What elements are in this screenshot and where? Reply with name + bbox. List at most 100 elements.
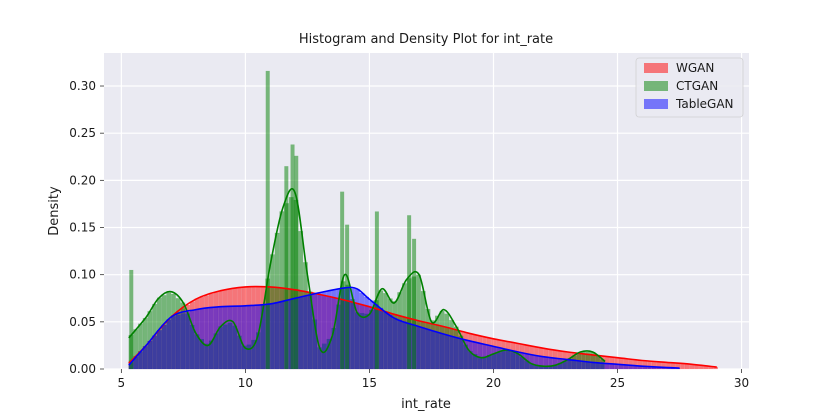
legend-label-wgan: WGAN — [676, 61, 714, 75]
histogram-bar-tablegan — [241, 305, 247, 370]
y-tick-label: 0.25 — [69, 126, 96, 140]
density-curve-tablegan — [128, 286, 680, 369]
histogram-bar-tablegan — [152, 335, 157, 370]
histogram-bar-tablegan — [416, 326, 421, 370]
histogram-bar-tablegan — [567, 359, 572, 370]
density-curves — [128, 187, 717, 369]
histogram-bar-tablegan — [171, 316, 176, 370]
histogram-bar-tablegan — [232, 306, 238, 370]
histogram-bar-ctgan — [412, 238, 417, 369]
y-tick-label: 0.30 — [69, 79, 96, 93]
histogram-bar-tablegan — [218, 306, 223, 370]
histogram-bar-tablegan — [175, 314, 181, 370]
legend: WGAN CTGAN TableGAN — [635, 57, 744, 118]
histogram-bar-tablegan — [576, 360, 582, 370]
histogram-bar-tablegan — [529, 354, 535, 370]
histogram-bar-tablegan — [477, 343, 483, 370]
y-tick-label: 0.05 — [69, 315, 96, 329]
histogram-bar-tablegan — [548, 357, 553, 370]
x-axis: 5 10 15 20 25 30 — [118, 369, 749, 390]
histogram-bar-tablegan — [501, 348, 506, 370]
histogram-bar-tablegan — [538, 356, 544, 370]
x-tick-label: 20 — [486, 376, 501, 390]
y-tick-label: 0.10 — [69, 268, 96, 282]
density-curve-ctgan — [128, 187, 606, 368]
histogram-bar-tablegan — [166, 319, 172, 370]
histogram-bar-tablegan — [317, 292, 322, 370]
histogram-bar-tablegan — [439, 333, 445, 370]
histogram-bar-tablegan — [491, 346, 497, 370]
histogram-bar-tablegan — [321, 291, 327, 370]
histogram-bar-tablegan — [298, 296, 304, 370]
histogram-bar-tablegan — [420, 327, 426, 370]
histogram-bar-tablegan — [581, 361, 586, 370]
legend-swatch-wgan — [644, 63, 668, 73]
histogram-bar-tablegan — [180, 313, 186, 370]
histogram-bar-tablegan — [326, 290, 332, 370]
histogram-bar-tablegan — [534, 355, 539, 370]
histogram-bar-tablegan — [279, 301, 285, 370]
histogram-bar-tablegan — [383, 311, 388, 370]
histogram-bar-tablegan — [185, 311, 190, 370]
histogram-bar-tablegan — [156, 330, 162, 370]
legend-swatch-tablegan — [644, 99, 668, 109]
histogram-bar-ctgan — [407, 215, 412, 369]
y-tick-label: 0.00 — [69, 362, 96, 376]
histogram-bar-ctgan — [345, 224, 350, 369]
histogram-bar-tablegan — [246, 305, 252, 370]
histogram-bar-tablegan — [505, 349, 511, 370]
histogram-bar-tablegan — [350, 288, 355, 370]
histogram-bar-ctgan — [290, 144, 295, 369]
x-tick-label: 15 — [362, 376, 377, 390]
histogram-bar-tablegan — [458, 338, 464, 370]
histogram-bar-tablegan — [402, 321, 407, 370]
histogram-bar-tablegan — [468, 340, 473, 370]
legend-label-ctgan: CTGAN — [676, 79, 718, 93]
histogram-bar-tablegan — [222, 306, 228, 370]
histogram-bar-tablegan — [147, 340, 153, 370]
x-axis-label: int_rate — [401, 397, 451, 412]
histogram-bar-tablegan — [510, 350, 516, 370]
y-axis-label: Density — [47, 186, 62, 236]
histogram-bar-tablegan — [387, 314, 393, 370]
histogram-bar-ctgan — [265, 70, 270, 369]
histogram-bar-tablegan — [161, 324, 167, 370]
histogram-bar-tablegan — [227, 306, 233, 370]
legend-swatch-ctgan — [644, 81, 668, 91]
x-tick-label: 30 — [734, 376, 749, 390]
y-axis: 0.00 0.05 0.10 0.15 0.20 0.25 0.30 — [69, 79, 104, 376]
histogram-bar-ctgan — [284, 166, 289, 369]
histogram-bar-tablegan — [251, 305, 256, 370]
y-tick-label: 0.15 — [69, 221, 96, 235]
x-tick-label: 5 — [118, 376, 126, 390]
histogram-bar-ctgan — [374, 211, 379, 369]
histogram-bar-tablegan — [392, 318, 398, 370]
histogram-bar-tablegan — [585, 361, 591, 370]
histogram-bar-tablegan — [453, 337, 459, 370]
histogram-bar-tablegan — [590, 362, 596, 370]
histogram-bar-tablegan — [204, 308, 209, 370]
histogram-bar-tablegan — [303, 295, 308, 370]
histogram-bar-tablegan — [435, 332, 440, 370]
histogram-bar-tablegan — [208, 307, 214, 370]
histogram-bar-tablegan — [274, 302, 280, 370]
histogram-bar-tablegan — [194, 309, 200, 370]
histogram-bar-tablegan — [449, 336, 454, 370]
legend-label-tablegan: TableGAN — [675, 97, 734, 111]
y-tick-label: 0.20 — [69, 173, 96, 187]
histogram-bar-tablegan — [444, 334, 450, 370]
histogram-bar-tablegan — [142, 346, 148, 370]
histogram-bar-tablegan — [571, 360, 577, 370]
histogram-bar-tablegan — [486, 345, 492, 370]
histogram-bar-tablegan — [270, 303, 275, 370]
histogram-bar-tablegan — [364, 296, 370, 370]
histogram-bar-tablegan — [425, 329, 431, 370]
histogram-bar-ctgan — [129, 269, 134, 369]
histogram-bar-tablegan — [354, 288, 360, 370]
histogram-bar-tablegan — [378, 307, 384, 370]
x-tick-label: 25 — [610, 376, 625, 390]
x-tick-label: 10 — [238, 376, 253, 390]
histogram-bar-ctgan — [294, 155, 299, 369]
density-curve-wgan — [128, 285, 717, 368]
